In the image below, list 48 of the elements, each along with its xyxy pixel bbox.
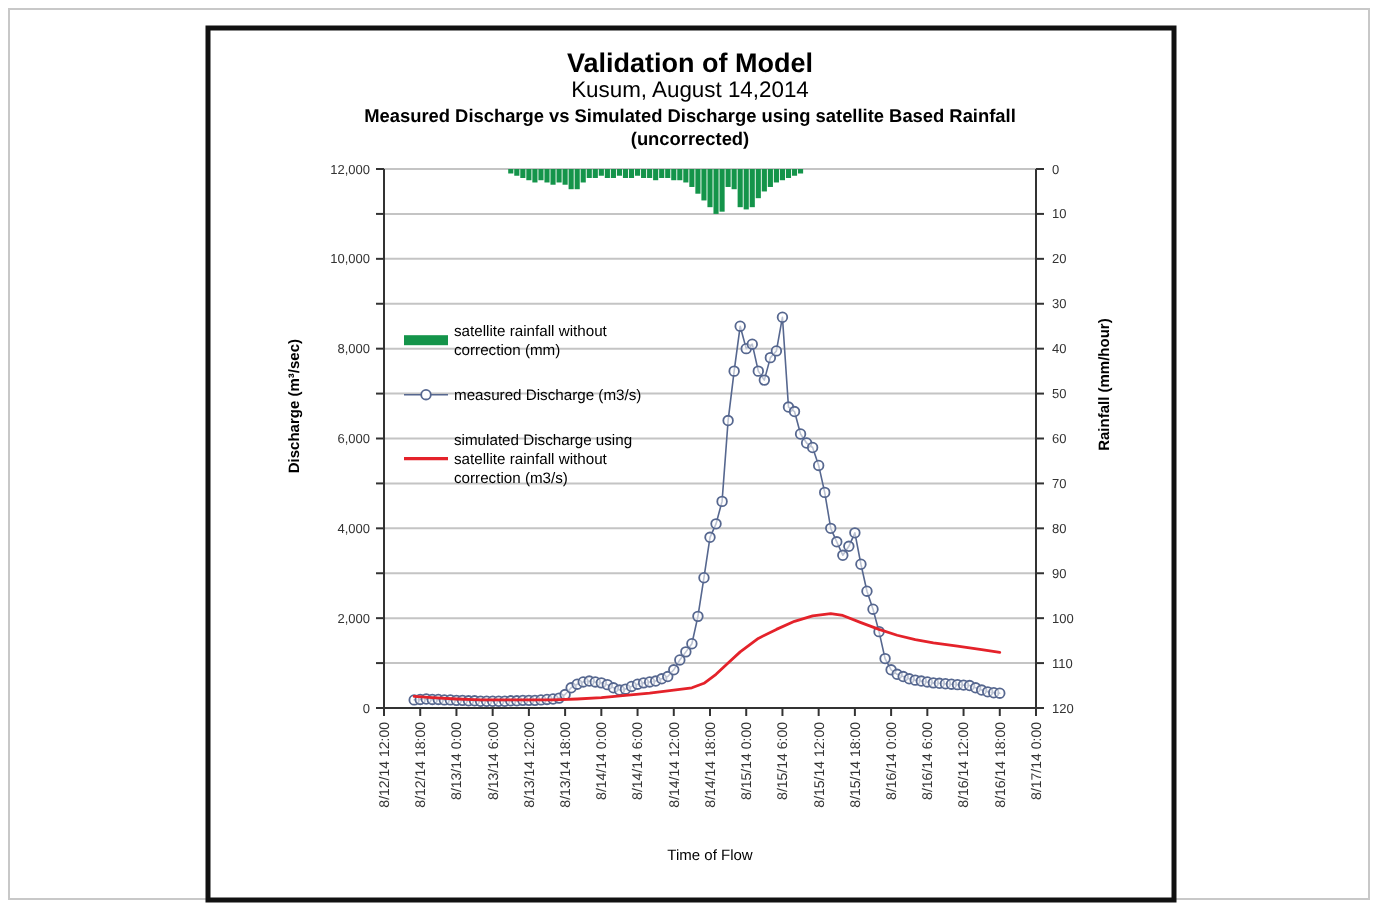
bar — [671, 169, 677, 181]
bar — [556, 169, 562, 183]
bar — [592, 169, 598, 178]
bar — [647, 169, 653, 178]
bar — [538, 169, 544, 181]
chart-title: Validation of Model — [566, 48, 814, 78]
bar — [755, 169, 761, 199]
bar — [604, 169, 610, 178]
bar — [532, 169, 538, 183]
text: Measured Discharge vs Simulated Discharge using satellite Based Rainfall (uncorrected) — [364, 106, 1016, 149]
bar — [562, 169, 568, 185]
bar — [719, 169, 725, 212]
bar — [610, 169, 616, 178]
bar — [767, 169, 773, 187]
bar — [737, 169, 743, 208]
bar — [520, 169, 526, 178]
chart-subtitle: Kusum, August 14,2014 — [571, 79, 809, 103]
bar — [598, 169, 604, 176]
bar — [526, 169, 532, 181]
bar — [689, 169, 695, 187]
bar — [586, 169, 592, 178]
bar — [616, 169, 623, 176]
bar — [574, 169, 580, 190]
bar — [773, 169, 779, 183]
bar — [568, 169, 574, 190]
bar — [791, 169, 798, 176]
bar — [701, 169, 707, 201]
bar — [634, 169, 641, 176]
bar — [622, 169, 629, 178]
bar — [653, 169, 659, 181]
bar — [743, 169, 749, 210]
bar — [785, 169, 792, 178]
bar — [713, 169, 719, 214]
bar — [580, 169, 586, 183]
bar — [707, 169, 713, 208]
bar — [514, 169, 520, 176]
bar — [550, 169, 556, 185]
bar — [779, 169, 786, 181]
bar — [659, 169, 665, 178]
bar — [544, 169, 550, 183]
bar — [761, 169, 767, 192]
bar — [677, 169, 683, 181]
bar — [749, 169, 755, 208]
bar — [695, 169, 701, 194]
bar — [641, 169, 647, 178]
bar — [665, 169, 671, 178]
bar — [628, 169, 635, 178]
bar — [683, 169, 689, 183]
